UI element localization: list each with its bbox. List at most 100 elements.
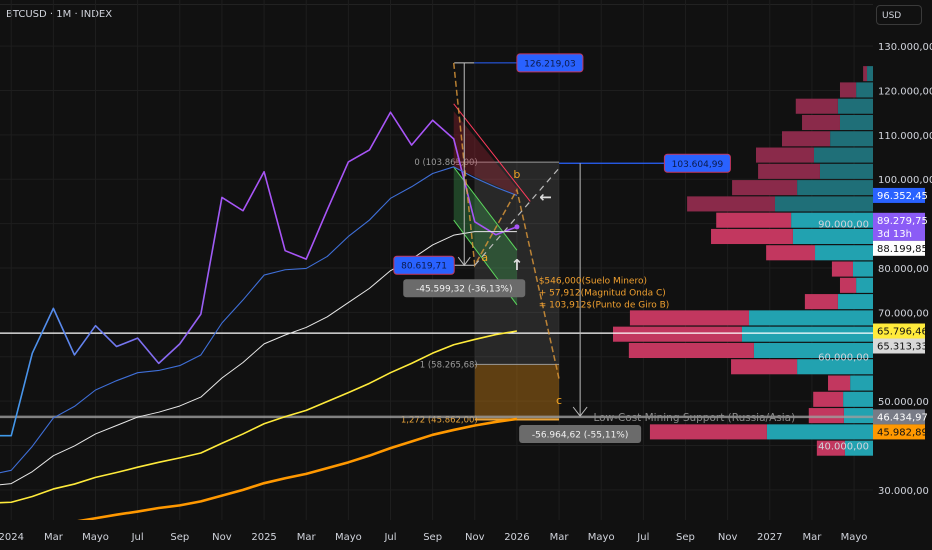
volume-profile-bar-down <box>808 408 844 424</box>
volume-profile-bar-up <box>753 342 873 359</box>
x-tick-label: Mar <box>44 532 64 543</box>
measure-top-price-label: 126.219,03 <box>524 59 576 69</box>
volume-profile-bar-down <box>716 212 792 228</box>
volume-profile-bar-down <box>804 294 838 310</box>
arrow-up-icon: ↑ <box>511 256 524 274</box>
measure-2-top-price-label: 103.604,99 <box>672 160 724 170</box>
price-axis-label: 88.199,85 <box>877 244 928 255</box>
volume-profile-bar-down <box>731 359 798 375</box>
volume-profile-bar-up <box>748 310 873 326</box>
volume-profile-bar-up <box>843 408 873 424</box>
measure-change-label-box <box>403 279 526 298</box>
volume-profile-bar-up <box>844 440 873 456</box>
volume-profile-bar-up <box>839 114 873 131</box>
volume-profile-bar-up <box>813 147 873 163</box>
arrow-down-icon <box>572 406 588 417</box>
measure-change-label: -45.599,32 (-36,13%) <box>416 285 513 295</box>
volume-profile-bar-down <box>649 424 767 440</box>
volume-profile-bar-down <box>629 310 749 326</box>
volume-profile-bar-up <box>837 294 873 310</box>
countdown-label: 3d 13h <box>877 229 912 240</box>
y-tick-label: 30.000,00 <box>878 486 929 497</box>
volume-profile-bar-up <box>830 131 873 147</box>
volume-profile-bar-up <box>856 82 873 98</box>
volume-profile-bar-up <box>867 66 873 82</box>
volume-profile-bar-down <box>839 82 857 98</box>
red-zone <box>453 111 517 195</box>
x-tick-label: Nov <box>465 532 485 543</box>
support-label: Low-Cost Mining Support (Russia/Asia) <box>593 412 795 424</box>
x-tick-label: Sep <box>423 532 442 543</box>
price-axis-label-box <box>873 323 925 339</box>
x-tick-label: Jul <box>383 532 396 543</box>
wave-label: c <box>556 394 562 407</box>
price-axis-label-box <box>873 409 925 425</box>
volume-profile-bar-down <box>795 98 838 114</box>
y-tick-label: 50.000,00 <box>878 397 929 408</box>
y-tick-label: 120.000,00 <box>878 87 932 98</box>
volume-profile-bar-up <box>797 180 873 196</box>
y-tick-label: 130.000,00 <box>878 42 932 53</box>
moving-average-line <box>0 330 518 504</box>
x-tick-label: Mayo <box>82 532 109 543</box>
plot-area: 0 (103.865,00) 1 (58.265,68) 1,272 (45.862… <box>0 53 873 520</box>
price-axis-label-box <box>873 240 925 256</box>
measure-top-price-label-box <box>516 53 584 73</box>
x-tick-label: Mayo <box>841 532 868 543</box>
x-tick-label: Mar <box>297 532 317 543</box>
volume-profile-bar-up <box>774 196 873 212</box>
y-tick-label: 110.000,00 <box>878 131 932 142</box>
volume-profile-bar-down <box>802 114 840 131</box>
volume-profile-bar-up <box>797 359 873 375</box>
volume-profile-bar-down <box>828 375 851 391</box>
price-axis-label: 45.982,89 <box>877 427 928 438</box>
fib-level-label: 1 (58.265,68) <box>420 360 478 370</box>
volume-profile-bar-up <box>837 98 873 114</box>
fib-level-label: 0 (103.865,00) <box>414 158 477 168</box>
annotation-text-line: $546,000(Suelo Minero) <box>539 277 647 287</box>
volume-profile-bar-up <box>792 228 873 245</box>
measure-2-change-label: -56.964,62 (-55,11%) <box>532 430 629 440</box>
red-trend-line <box>453 103 531 202</box>
x-tick-label: Mar <box>550 532 570 543</box>
moving-average-line <box>77 417 518 520</box>
x-tick-label: 2026 <box>504 532 529 543</box>
x-tick-label: Jul <box>636 532 649 543</box>
volume-profile-bar-up <box>843 391 873 407</box>
fib-zone-0-1 <box>474 162 560 365</box>
volume-profile-bar-up <box>766 424 873 440</box>
fib-level-label: 1,272 (45.862,00) <box>401 415 478 425</box>
wave-label: b <box>513 168 520 181</box>
wave-label: a <box>481 251 488 264</box>
volume-profile-bar-up <box>741 326 873 342</box>
last-price-dot <box>514 224 520 230</box>
x-tick-label: 2024 <box>0 532 24 543</box>
volume-profile-bar-down <box>766 245 816 261</box>
volume-profile-bar-up <box>815 245 873 261</box>
volume-profile-bar-down <box>613 326 742 342</box>
volume-profile-bar-down <box>813 391 844 407</box>
volume-profile-bar-down <box>758 163 820 179</box>
volume-profile-bar-down <box>628 342 754 359</box>
volume-profile-bar-down <box>839 277 857 293</box>
price-axis-label: 96.352,45 <box>877 191 928 202</box>
price-axis-label-box <box>873 212 925 241</box>
y-tick-label: 40.000,00 <box>818 441 869 452</box>
measure-bottom-price-label-box <box>393 255 455 275</box>
y-tick-label: 90.000,00 <box>818 220 869 231</box>
volume-profile-bar-down <box>831 261 853 277</box>
price-axis-label-box <box>873 187 925 203</box>
annotation-text-line: = 103,912$(Punto de Giro B) <box>539 301 670 311</box>
measure-2-top-price-label-box <box>663 153 731 173</box>
price-axis-label: 46.434,97 <box>877 412 928 423</box>
x-tick-label: Sep <box>676 532 695 543</box>
volume-profile-bar-down <box>816 440 845 456</box>
currency-button[interactable]: USD <box>876 5 922 25</box>
x-tick-label: Nov <box>212 532 232 543</box>
x-tick-label: 2025 <box>251 532 276 543</box>
volume-profile-bar-up <box>852 261 873 277</box>
axes: 130.000,00 120.000,00 110.000,00 100.000,00… <box>0 42 932 543</box>
symbol-title: BTCUSD · 1M · INDEX <box>6 9 113 20</box>
price-line <box>0 111 518 437</box>
